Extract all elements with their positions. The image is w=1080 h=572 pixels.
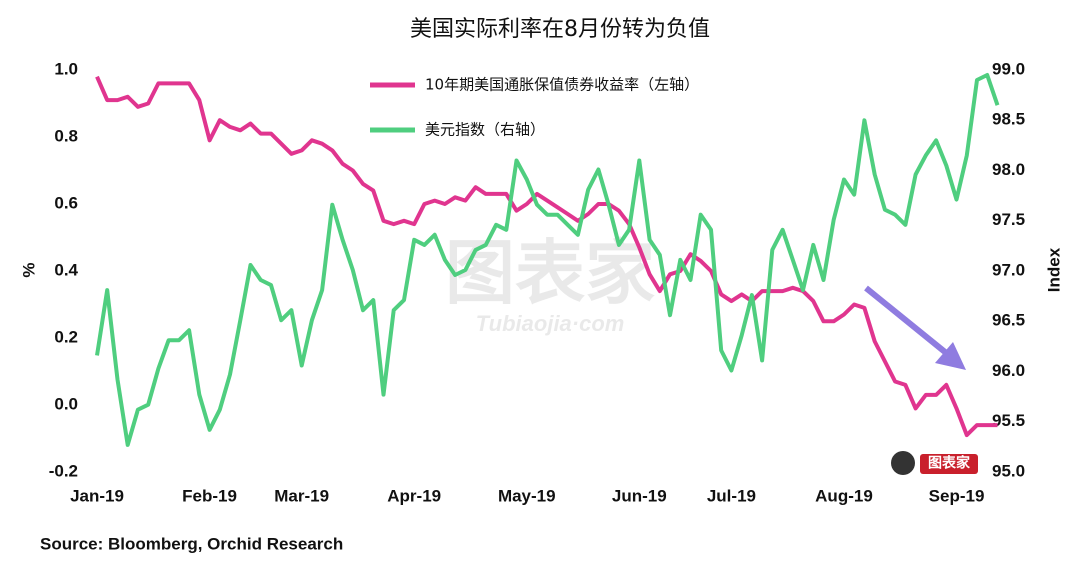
y-axis-label: % xyxy=(19,262,38,277)
y-tick-label: 0.0 xyxy=(54,394,78,413)
y-tick-label: 0.4 xyxy=(54,260,78,279)
source-note: Source: Bloomberg, Orchid Research xyxy=(40,534,343,553)
legend-label: 美元指数（右轴） xyxy=(425,121,545,139)
y-tick-label: 0.6 xyxy=(54,193,78,212)
y-tick-label: 1.0 xyxy=(54,59,78,78)
arrow-shaft xyxy=(864,285,947,355)
series-line xyxy=(95,73,1000,447)
x-tick-label: Sep-19 xyxy=(929,486,985,505)
y2-tick-label: 98.5 xyxy=(992,110,1025,129)
y-tick-label: -0.2 xyxy=(49,461,78,480)
x-tick-label: Jul-19 xyxy=(707,486,756,505)
arrow-head xyxy=(935,342,966,370)
x-tick-label: Jun-19 xyxy=(612,486,667,505)
x-tick-label: Feb-19 xyxy=(182,486,237,505)
trend-arrow xyxy=(864,285,966,370)
y2-axis-label: Index xyxy=(1044,247,1063,292)
y2-tick-label: 95.0 xyxy=(992,461,1025,480)
watermark-text: 图表家 xyxy=(445,232,655,314)
y2-tick-label: 97.0 xyxy=(992,260,1025,279)
x-tick-label: May-19 xyxy=(498,486,556,505)
y-tick-label: 0.8 xyxy=(54,126,78,145)
logo-text: 图表家 xyxy=(928,455,971,471)
series-line xyxy=(95,75,998,438)
x-tick-label: Mar-19 xyxy=(274,486,329,505)
logo-box xyxy=(920,454,978,474)
logo: 图表家 xyxy=(891,451,978,475)
watermark-sub: Tubiaojia·com xyxy=(476,311,625,336)
chart-title: 美国实际利率在8月份转为负值 xyxy=(410,17,710,42)
y2-tick-label: 96.5 xyxy=(992,311,1025,330)
x-tick-label: Aug-19 xyxy=(815,486,873,505)
x-tick-label: Apr-19 xyxy=(387,486,441,505)
y2-tick-label: 97.5 xyxy=(992,210,1025,229)
x-tick-label: Jan-19 xyxy=(70,486,124,505)
logo-icon xyxy=(891,451,915,475)
legend-label: 10年期美国通胀保值债券收益率（左轴） xyxy=(425,76,699,94)
y2-tick-label: 98.0 xyxy=(992,160,1025,179)
y2-tick-label: 95.5 xyxy=(992,411,1025,430)
y2-tick-label: 96.0 xyxy=(992,361,1025,380)
y2-tick-label: 99.0 xyxy=(992,59,1025,78)
y-tick-label: 0.2 xyxy=(54,327,78,346)
